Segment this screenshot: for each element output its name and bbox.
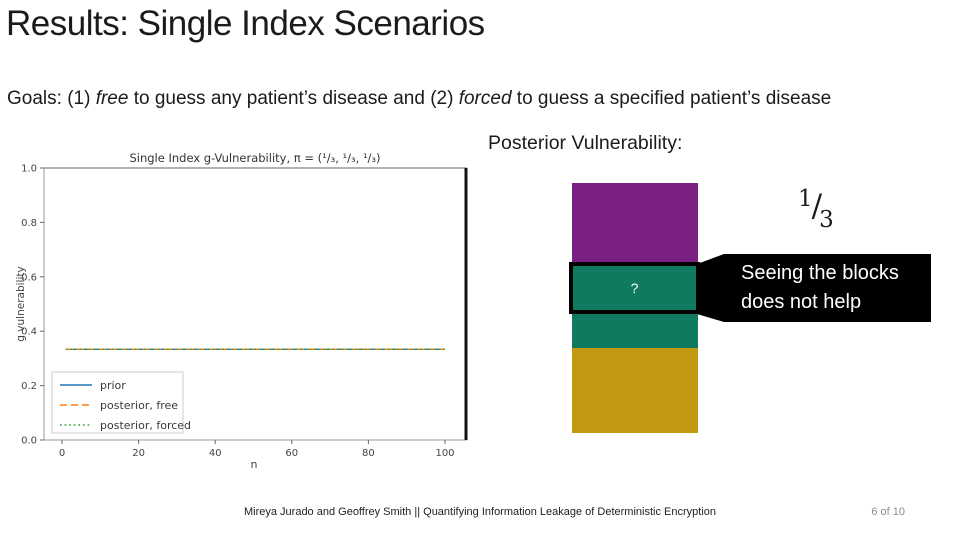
- fraction-denominator: 3: [819, 207, 834, 233]
- goals-part2: to guess any patient’s disease and (2): [128, 88, 459, 109]
- footer-credits: Mireya Jurado and Geoffrey Smith || Quan…: [243, 506, 717, 518]
- goals-part3: to guess a specified patient’s disease: [511, 88, 832, 109]
- chart-title: Single Index g-Vulnerability, π = (¹/₃, …: [129, 151, 380, 165]
- callout-line2: does not help: [741, 291, 862, 313]
- fraction-slash: /: [811, 188, 823, 224]
- svg-text:0.8: 0.8: [21, 218, 37, 229]
- svg-text:prior: prior: [100, 379, 126, 392]
- svg-text:posterior, forced: posterior, forced: [100, 419, 191, 432]
- one-third-fraction: 1/3: [798, 186, 834, 233]
- page-title: Results: Single Index Scenarios: [6, 4, 485, 43]
- svg-text:80: 80: [362, 448, 375, 459]
- svg-text:60: 60: [285, 448, 298, 459]
- svg-text:40: 40: [209, 448, 222, 459]
- chart-ylabel: g vulnerability: [15, 266, 27, 341]
- callout-tail: [697, 254, 724, 322]
- goals-emphasis-free: free: [95, 88, 129, 109]
- chart-xlabel: n: [251, 458, 258, 471]
- chart-dynamic-layer: 0 20 40 60 80 100 0.0 0.2 0.4 0.6 0.8 1.0 prior poste…: [21, 164, 454, 460]
- footer-page-number: 6 of 10: [871, 506, 905, 518]
- svg-text:0: 0: [59, 448, 65, 459]
- svg-text:1.0: 1.0: [21, 164, 37, 175]
- svg-text:0.4: 0.4: [21, 327, 37, 338]
- svg-text:100: 100: [435, 448, 454, 459]
- svg-text:0.2: 0.2: [21, 381, 37, 392]
- vulnerability-chart: Single Index g-Vulnerability, π = (¹/₃, …: [14, 148, 470, 473]
- block-purple: [572, 183, 698, 263]
- svg-text:posterior, free: posterior, free: [100, 399, 178, 412]
- svg-text:0.0: 0.0: [21, 436, 37, 447]
- goals-part1: Goals: (1): [7, 88, 96, 109]
- callout-box: Seeing the blocks does not help: [724, 254, 931, 322]
- goals-text: Goals: (1) free to guess any patient’s d…: [7, 88, 831, 110]
- goals-emphasis-forced: forced: [458, 88, 512, 109]
- svg-text:0.6: 0.6: [21, 272, 37, 283]
- posterior-vulnerability-heading: Posterior Vulnerability:: [488, 132, 683, 154]
- svg-text:20: 20: [132, 448, 145, 459]
- block-gold: [572, 348, 698, 433]
- highlighted-block: ?: [569, 262, 700, 314]
- callout-line1: Seeing the blocks: [741, 262, 899, 284]
- question-mark-label: ?: [630, 280, 639, 296]
- fraction-numerator: 1: [798, 186, 813, 212]
- chart-svg: Single Index g-Vulnerability, π = (¹/₃, …: [15, 151, 468, 471]
